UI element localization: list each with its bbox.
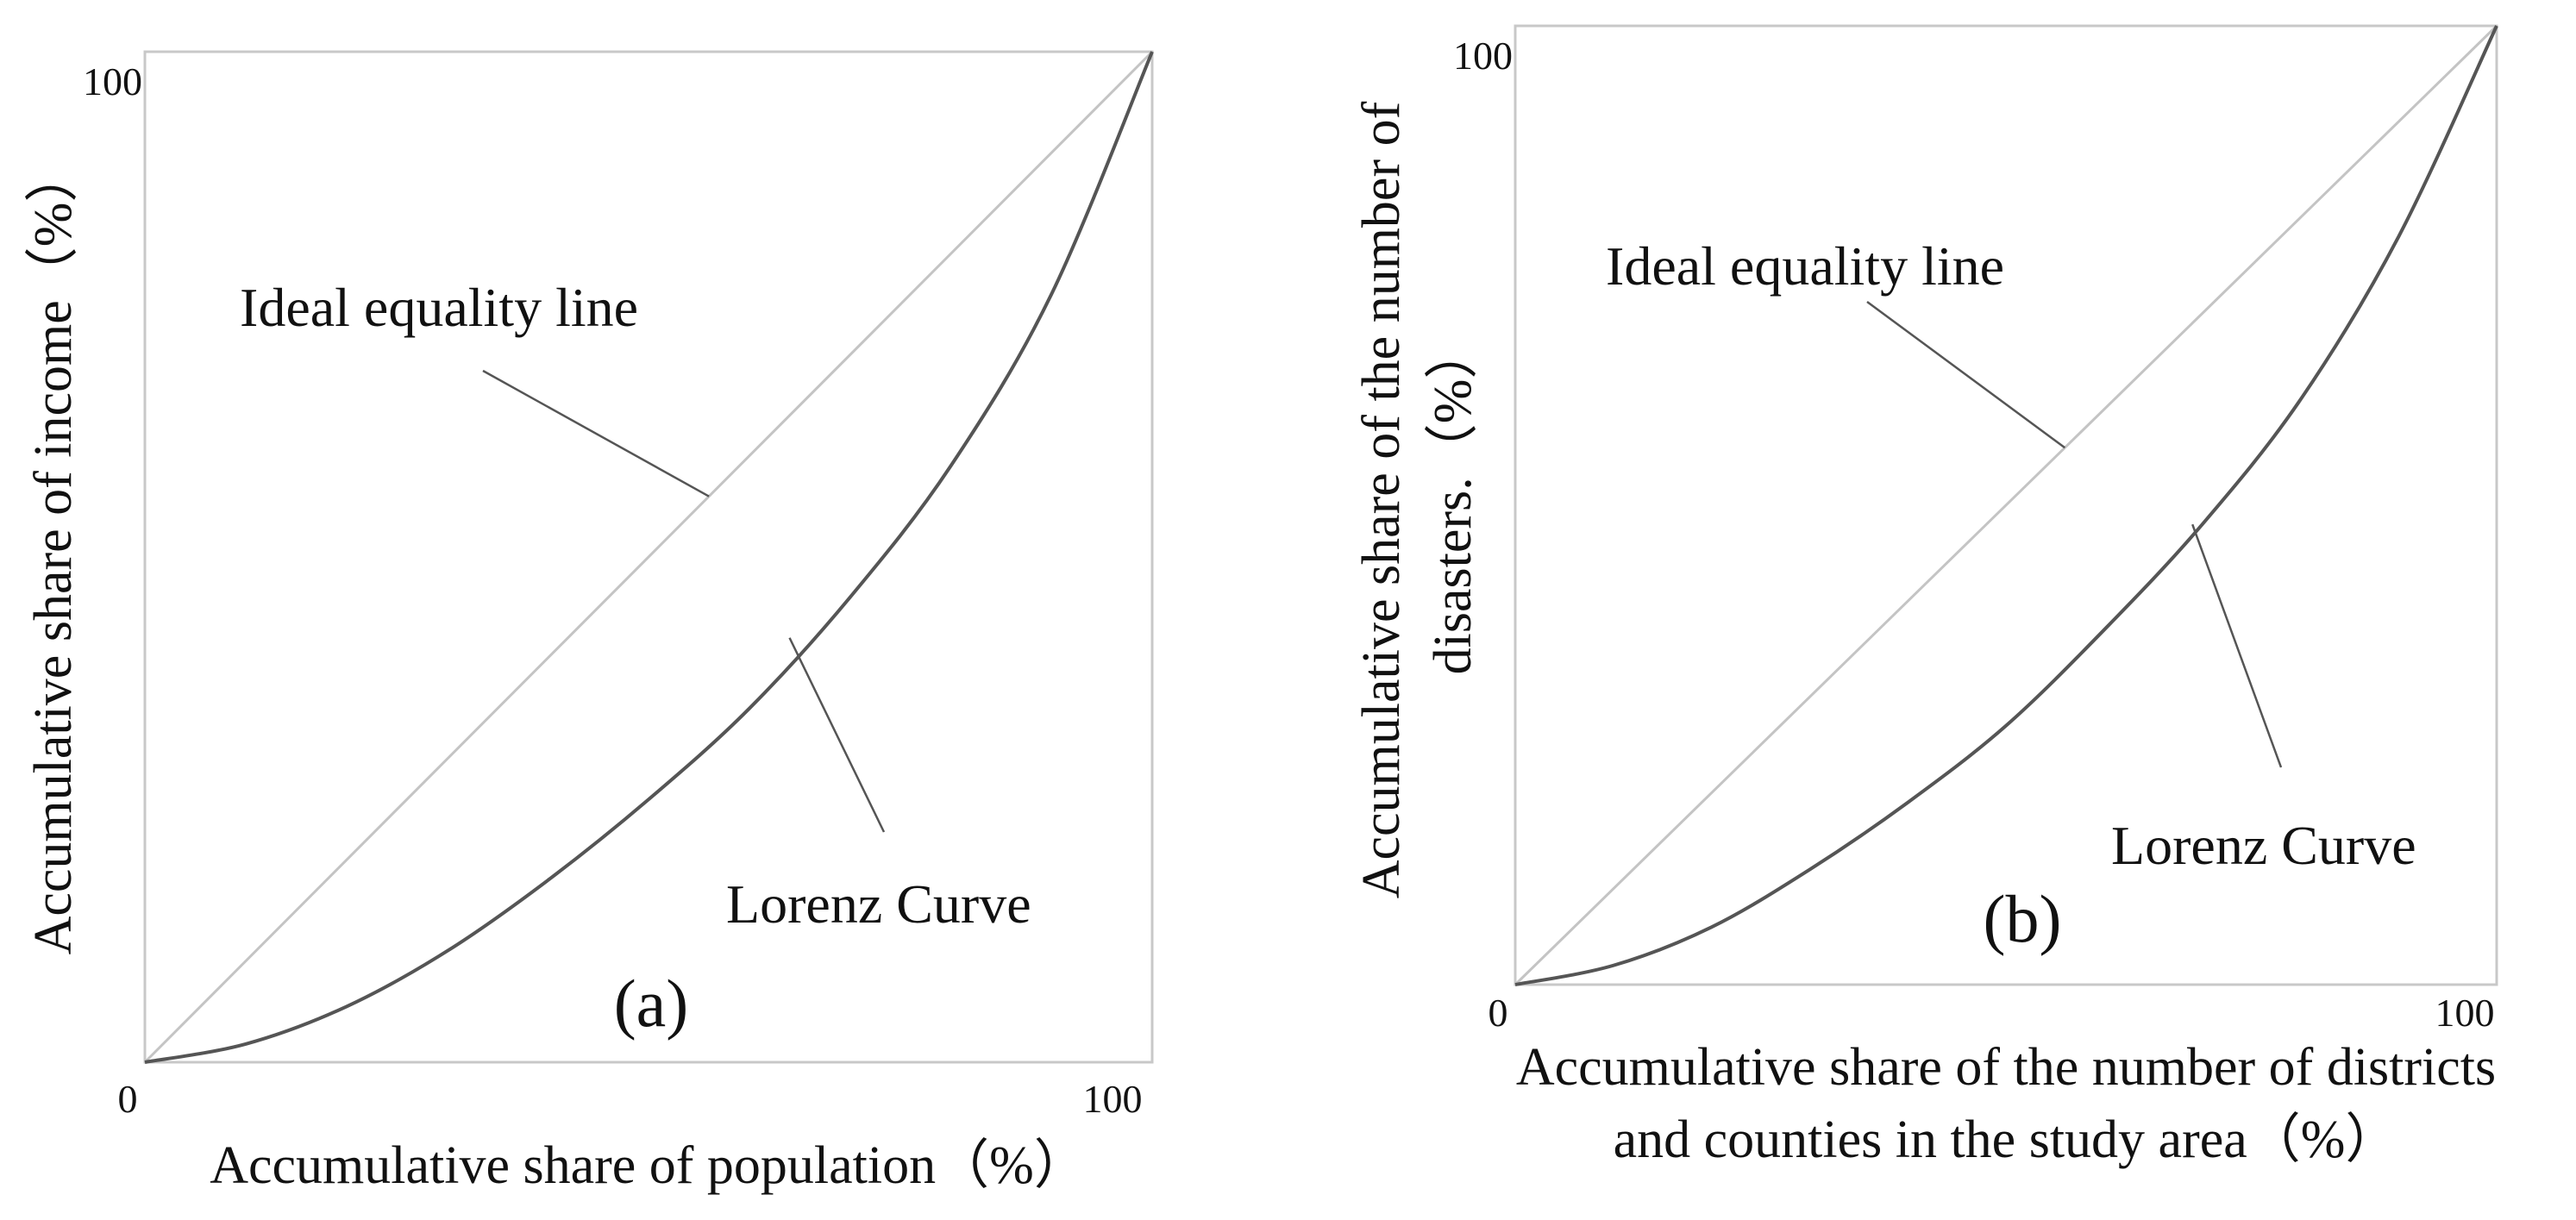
series-line-lorenz-curve bbox=[1514, 25, 2498, 986]
annotation-lorenz-curve: Lorenz Curve bbox=[2111, 815, 2416, 876]
y-axis-label-line-2: disasters.（%） bbox=[1424, 326, 1482, 675]
x-tick-label: 100 bbox=[1083, 1077, 1143, 1121]
annotation-ideal-equality-line: Ideal equality line bbox=[240, 277, 638, 338]
x-tick-label: 0 bbox=[1489, 991, 1508, 1035]
annotation-leader-line bbox=[788, 637, 886, 833]
x-axis-label-line-1: Accumulative share of the number of dist… bbox=[1516, 1038, 2496, 1097]
panel-a: 100 0 100 Accumulative share of populati… bbox=[24, 50, 1154, 1195]
panel-b: 100 0 100 Accumulative share of the numb… bbox=[1352, 24, 2498, 1169]
x-axis-label-line-2: and counties in the study area（%） bbox=[1614, 1111, 2399, 1169]
x-tick-label: 0 bbox=[118, 1077, 138, 1121]
plot-frame bbox=[1514, 24, 2498, 986]
panel-label: (b) bbox=[1984, 881, 2062, 956]
y-axis-label-line-1: Accumulative share of the number of bbox=[1352, 101, 1411, 898]
series-line-ideal-equality-line bbox=[1514, 24, 2498, 986]
x-axis-label: Accumulative share of population（%） bbox=[210, 1136, 1087, 1195]
annotation-leader-line bbox=[2191, 523, 2283, 768]
x-tick-label: 100 bbox=[2435, 991, 2495, 1035]
plot-frame bbox=[143, 50, 1154, 1064]
series-line-lorenz-curve bbox=[144, 51, 1154, 1064]
annotation-leader-line bbox=[482, 369, 710, 497]
y-tick-label: 100 bbox=[1453, 34, 1513, 78]
plot-marks bbox=[143, 50, 1154, 1064]
annotation-lorenz-curve: Lorenz Curve bbox=[726, 873, 1031, 935]
y-tick-label: 100 bbox=[83, 59, 142, 103]
plot-marks bbox=[1514, 24, 2498, 986]
annotation-leader-line bbox=[1866, 300, 2066, 449]
panel-label: (a) bbox=[614, 966, 689, 1041]
annotation-ideal-equality-line: Ideal equality line bbox=[1606, 235, 2004, 297]
y-axis-label: Accumulative share of income（%） bbox=[24, 149, 83, 955]
series-line-ideal-equality-line bbox=[143, 50, 1154, 1064]
